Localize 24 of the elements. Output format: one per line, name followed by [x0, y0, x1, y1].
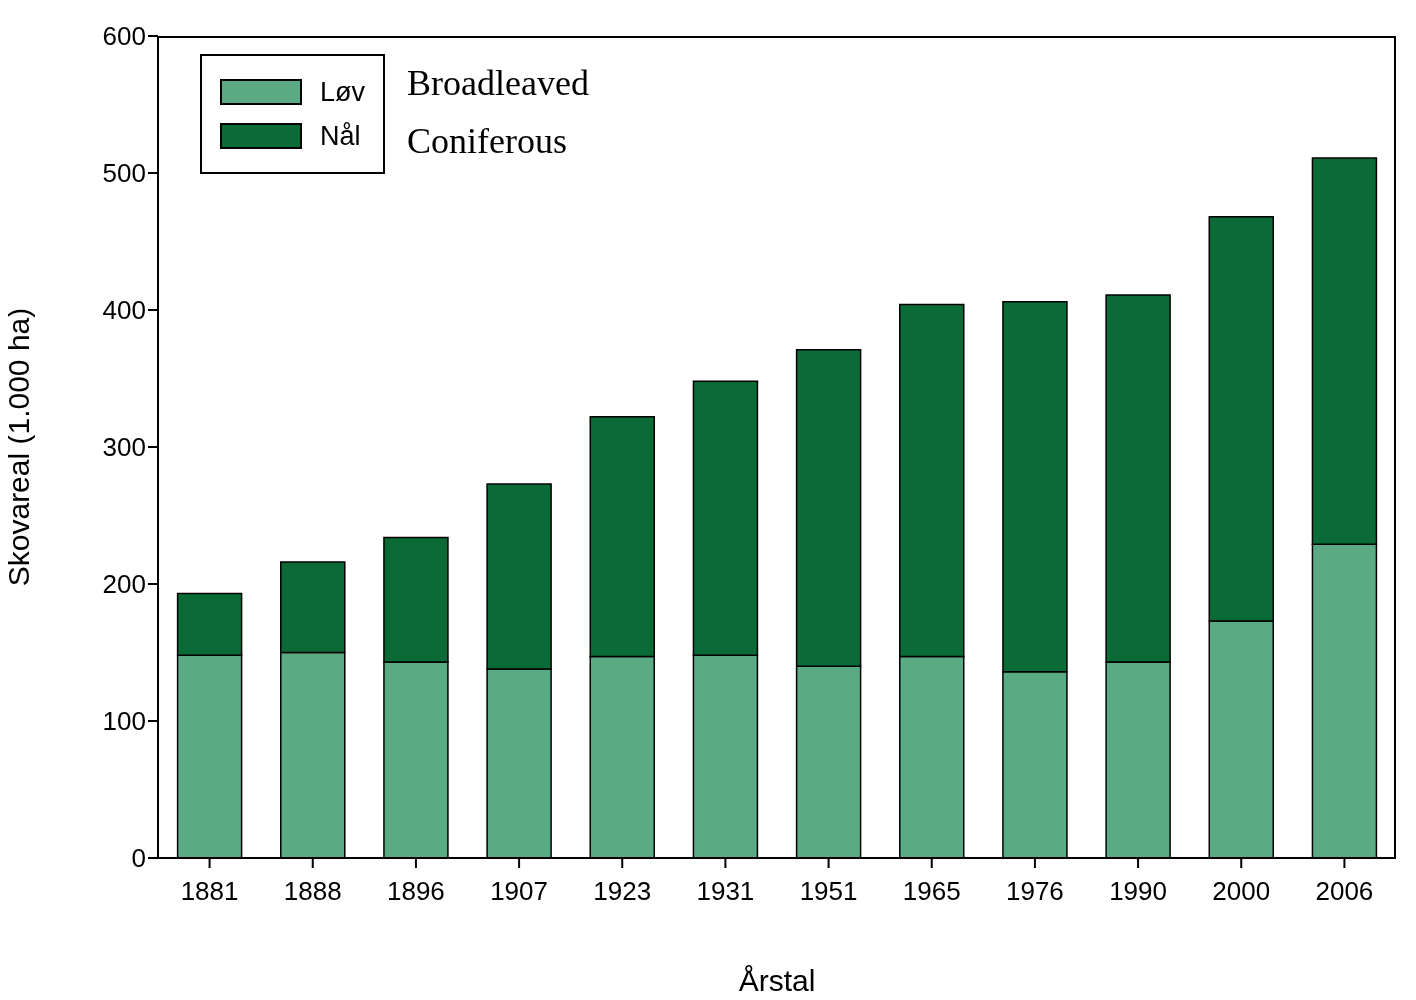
y-tick-label: 500	[102, 158, 146, 189]
x-tick-label: 1896	[386, 876, 445, 907]
y-tick-label: 400	[102, 295, 146, 326]
x-axis-title: Årstal	[738, 964, 816, 997]
annotation: Broadleaved	[407, 62, 589, 105]
x-tick-label: 1951	[799, 876, 858, 907]
legend-label: Nål	[320, 120, 361, 152]
x-tick-label: 1881	[180, 876, 239, 907]
x-tick-label: 1907	[490, 876, 549, 907]
x-tick-label: 1965	[902, 876, 961, 907]
x-tick-label: 1923	[593, 876, 652, 907]
y-tick-label: 300	[102, 432, 146, 463]
y-tick-label: 200	[102, 569, 146, 600]
x-tick-label: 1990	[1109, 876, 1168, 907]
y-tick-label: 0	[131, 843, 146, 874]
x-tick-label: 1976	[1005, 876, 1064, 907]
x-tick-label: 1931	[696, 876, 755, 907]
y-tick-label: 600	[102, 21, 146, 52]
legend-label: Løv	[320, 76, 366, 108]
x-tick-label: 1888	[283, 876, 342, 907]
x-tick-label: 2006	[1315, 876, 1374, 907]
annotation: Coniferous	[407, 120, 568, 163]
x-tick-label: 2000	[1212, 876, 1271, 907]
y-tick-label: 100	[102, 706, 146, 737]
